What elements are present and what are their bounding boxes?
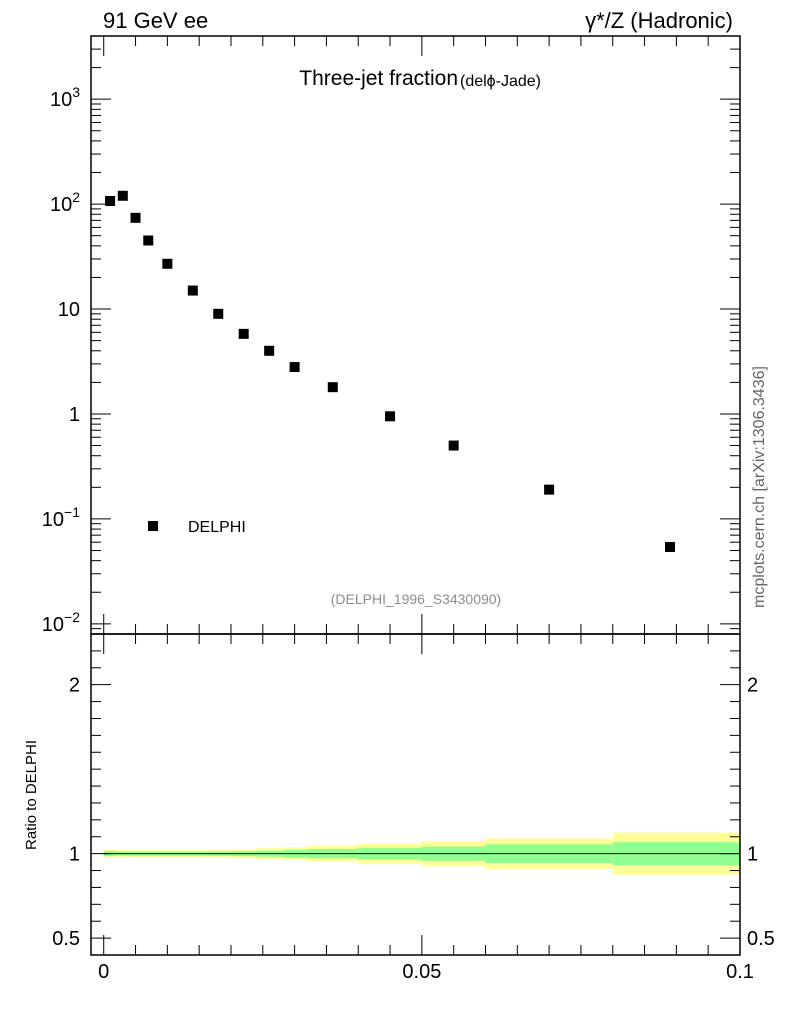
x-tick-label: 0.1 <box>726 961 754 983</box>
data-point <box>213 308 224 319</box>
ratio-panel: 2 2 1 1 0.5 0.5 0 0.05 0.1 Ratio to DELPHI <box>23 633 775 983</box>
y-tick-label: 103 <box>50 84 80 111</box>
analysis-reference: (DELPHI_1996_S3430090) <box>331 591 501 607</box>
data-point <box>162 258 173 269</box>
x-tick-labels: 0 0.05 0.1 <box>98 961 754 983</box>
data-point <box>130 212 141 223</box>
header-left-label: 91 GeV ee <box>103 8 208 33</box>
data-point <box>289 362 300 373</box>
x-tick-label: 0.05 <box>402 961 441 983</box>
main-axis-ticks <box>91 35 741 635</box>
data-point <box>264 345 275 356</box>
ratio-y-tick-label-right: 2 <box>747 675 758 697</box>
legend-marker <box>148 521 158 531</box>
data-point <box>143 235 154 246</box>
y-tick-label: 1 <box>69 404 80 426</box>
y-tick-label: 102 <box>50 189 80 216</box>
data-points <box>105 190 676 552</box>
data-point <box>665 541 676 552</box>
ratio-y-tick-label-left: 2 <box>69 675 80 697</box>
chart-subtitle: (delϕ-Jade) <box>460 73 541 90</box>
data-point <box>327 382 338 393</box>
ratio-y-tick-label-left: 1 <box>69 844 80 866</box>
data-point <box>544 484 555 495</box>
data-point <box>105 196 116 207</box>
ratio-axis-ticks <box>91 633 741 956</box>
data-point <box>187 285 198 296</box>
header-right-label: γ*/Z (Hadronic) <box>585 8 733 33</box>
ratio-y-tick-label-left: 0.5 <box>52 928 80 950</box>
y-tick-label: 10 <box>58 299 80 321</box>
ratio-y-tick-label-right: 0.5 <box>747 928 775 950</box>
ratio-y-tick-label-right: 1 <box>747 844 758 866</box>
ratio-y-axis-label: Ratio to DELPHI <box>23 740 40 850</box>
data-point <box>385 411 396 422</box>
y-tick-label: 10−2 <box>42 609 80 636</box>
main-frame <box>90 35 741 635</box>
data-point <box>238 328 249 339</box>
watermark-label: mcplots.cern.ch [arXiv:1306.3436] <box>751 366 768 608</box>
data-point <box>117 190 128 201</box>
chart-title: Three-jet fraction <box>299 67 458 90</box>
ratio-y-tick-labels: 2 2 1 1 0.5 0.5 <box>52 675 775 950</box>
ratio-frame <box>90 633 741 956</box>
x-tick-label: 0 <box>98 961 109 983</box>
legend-label: DELPHI <box>188 519 246 536</box>
y-tick-label: 10−1 <box>42 504 80 531</box>
data-point <box>448 440 459 451</box>
